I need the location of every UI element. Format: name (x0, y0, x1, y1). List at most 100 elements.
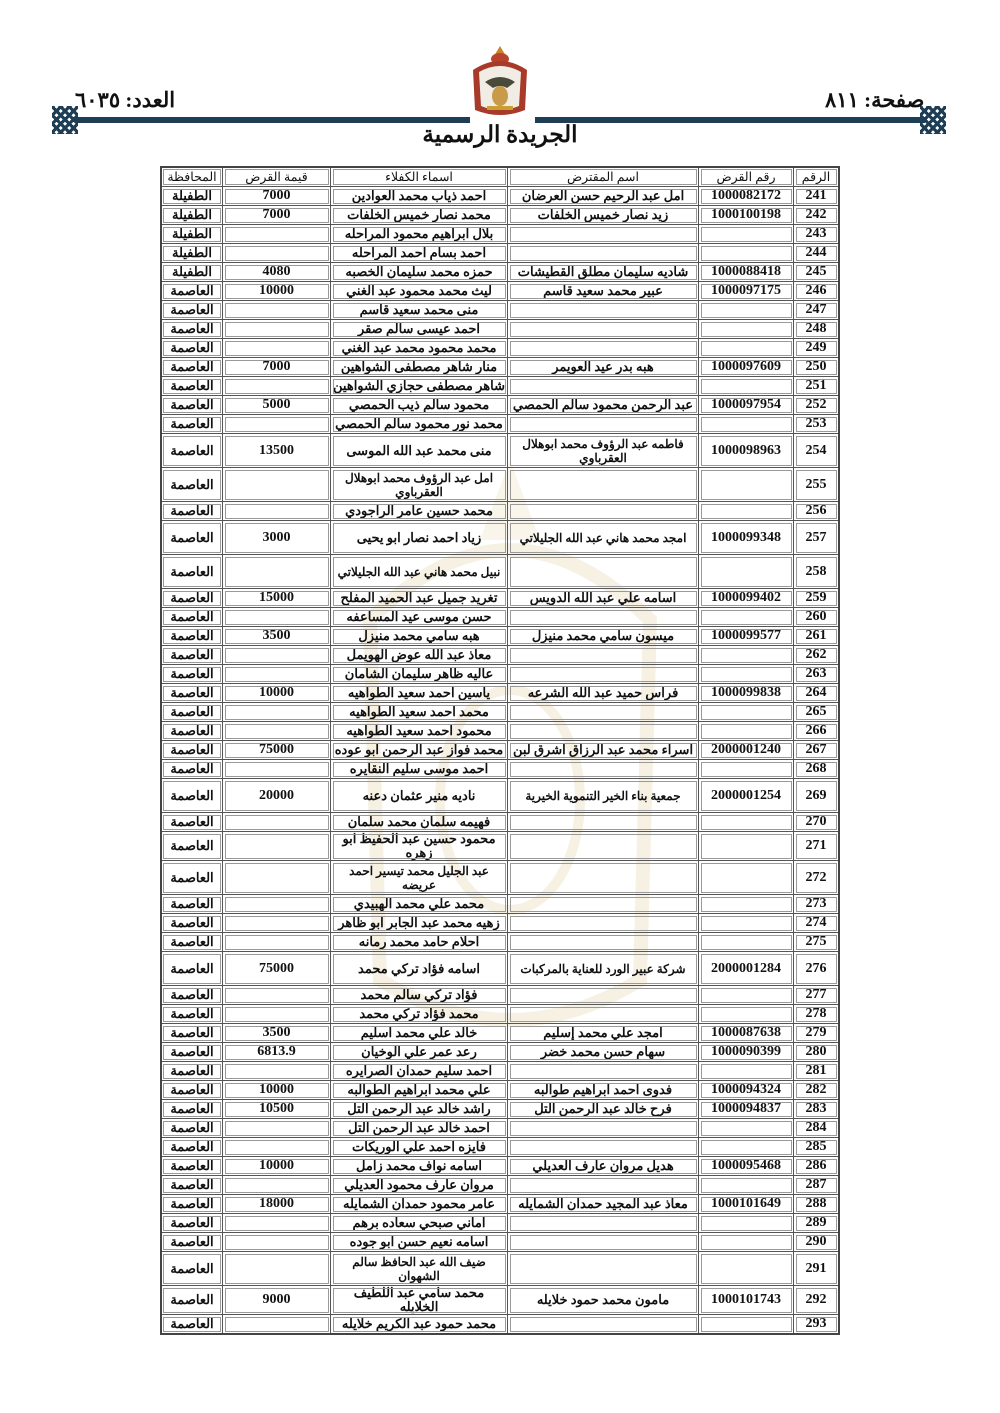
loan-amount (222, 376, 331, 396)
governorate: العاصمة (160, 319, 223, 339)
row-number: 269 (793, 778, 840, 813)
page-number: صفحة: ٨١١ (825, 88, 925, 112)
borrower-name (507, 913, 699, 933)
borrower-name (507, 300, 699, 320)
loan-amount: 20000 (222, 778, 331, 813)
row-number: 270 (793, 812, 840, 832)
loan-number: 2000001284 (698, 951, 794, 986)
guarantor-name: محمد حسين عامر الراجودي (330, 501, 508, 521)
row-number: 264 (793, 683, 840, 703)
table-row: 268 احمد موسى سليم النقايره العاصمة (160, 759, 840, 779)
guarantor-name: زهيه محمد عبد الجابر ابو ظاهر (330, 913, 508, 933)
loan-amount: 7000 (222, 357, 331, 377)
table-row: 245 1000088418 شاديه سليمان مطلق القطيشات ح… (160, 262, 840, 282)
guarantor-name: تغريد جميل عبد الحميد المفلح (330, 588, 508, 608)
borrower-name (507, 831, 699, 861)
loan-amount (222, 1251, 331, 1286)
table-row: 291 ضيف الله عبد الحافظ سالم الشهوان العاص… (160, 1251, 840, 1286)
table-row: 260 حسن موسى عيد المساعفه العاصمة (160, 607, 840, 627)
row-number: 258 (793, 554, 840, 589)
loan-number: 1000095468 (698, 1156, 794, 1176)
guarantor-name: محمد فؤاد تركي محمد (330, 1004, 508, 1024)
table-row: 270 فهيمه سلمان محمد سلمان العاصمة (160, 812, 840, 832)
col-header-governorate: المحافظة (160, 166, 223, 187)
guarantor-name: ليث محمد محمود عبد الغني (330, 281, 508, 301)
guarantor-name: اسامه نواف محمد زامل (330, 1156, 508, 1176)
guarantor-name: حمزه محمد سليمان الخصبه (330, 262, 508, 282)
loan-number: 1000101649 (698, 1194, 794, 1214)
table-row: 281 احمد سليم حمدان الصرايره العاصمة (160, 1061, 840, 1081)
borrower-name: عبد الرحمن محمود سالم الحمصي (507, 395, 699, 415)
loan-amount (222, 243, 331, 263)
row-number: 266 (793, 721, 840, 741)
row-number: 290 (793, 1232, 840, 1252)
loan-amount (222, 812, 331, 832)
borrower-name (507, 1251, 699, 1286)
coat-of-arms-emblem (473, 46, 527, 115)
guarantor-name: محمد حمود عبد الكريم خلايله (330, 1314, 508, 1335)
governorate: العاصمة (160, 951, 223, 986)
loan-number: 1000094837 (698, 1099, 794, 1119)
loan-number (698, 467, 794, 502)
row-number: 245 (793, 262, 840, 282)
table-row: 269 2000001254 جمعية بناء الخير التنموية ا… (160, 778, 840, 813)
table-header-row: الرقم رقم القرض اسم المقترض اسماء الكفلا… (160, 166, 840, 187)
borrower-name: جمعية بناء الخير التنموية الخيرية (507, 778, 699, 813)
governorate: العاصمة (160, 860, 223, 895)
guarantor-name: معاذ عبد الله عوض الهويمل (330, 645, 508, 665)
row-number: 293 (793, 1314, 840, 1335)
guarantor-name: منى محمد سعيد قاسم (330, 300, 508, 320)
governorate: العاصمة (160, 554, 223, 589)
row-number: 278 (793, 1004, 840, 1024)
loan-number (698, 338, 794, 358)
guarantor-name: احمد خالد عبد الرحمن التل (330, 1118, 508, 1138)
gazette-title: الجريدة الرسمية (422, 122, 578, 147)
borrower-name: سهام حسن محمد خضر (507, 1042, 699, 1062)
loan-number (698, 1251, 794, 1286)
loan-number (698, 319, 794, 339)
loan-number (698, 376, 794, 396)
borrower-name: ميسون سامي محمد منيزل (507, 626, 699, 646)
guarantor-name: شاهر مصطفى حجازي الشواهين (330, 376, 508, 396)
row-number: 273 (793, 894, 840, 914)
table-row: 293 محمد حمود عبد الكريم خلايله العاصمة (160, 1314, 840, 1335)
governorate: العاصمة (160, 1080, 223, 1100)
borrower-name (507, 607, 699, 627)
guarantor-name: احمد ذياب محمد العوادين (330, 186, 508, 206)
governorate: العاصمة (160, 1232, 223, 1252)
row-number: 271 (793, 831, 840, 861)
row-number: 250 (793, 357, 840, 377)
guarantor-name: عاليه ظاهر سليمان الشامان (330, 664, 508, 684)
header-rule-left (75, 117, 470, 123)
borrower-name (507, 894, 699, 914)
row-number: 287 (793, 1175, 840, 1195)
row-number: 255 (793, 467, 840, 502)
loan-number (698, 1004, 794, 1024)
guarantor-name: راشد خالد عبد الرحمن التل (330, 1099, 508, 1119)
loan-amount (222, 831, 331, 861)
borrower-name (507, 501, 699, 521)
borrower-name (507, 414, 699, 434)
loan-number (698, 664, 794, 684)
row-number: 260 (793, 607, 840, 627)
row-number: 251 (793, 376, 840, 396)
loan-amount: 3500 (222, 1023, 331, 1043)
loan-amount: 10000 (222, 281, 331, 301)
loan-amount (222, 759, 331, 779)
guarantor-name: محمد فواز عبد الرحمن ابو عوده (330, 740, 508, 760)
table-row: 278 محمد فؤاد تركي محمد العاصمة (160, 1004, 840, 1024)
borrower-name (507, 860, 699, 895)
governorate: العاصمة (160, 831, 223, 861)
row-number: 244 (793, 243, 840, 263)
row-number: 282 (793, 1080, 840, 1100)
loan-amount (222, 1118, 331, 1138)
governorate: العاصمة (160, 932, 223, 952)
borrower-name: امجد محمد هاني عبد الله الجليلاتي (507, 520, 699, 555)
row-number: 285 (793, 1137, 840, 1157)
governorate: العاصمة (160, 683, 223, 703)
guarantor-name: بلال ابراهيم محمود المراحله (330, 224, 508, 244)
table-row: 258 نبيل محمد هاني عبد الله الجليلاتي العا… (160, 554, 840, 589)
row-number: 283 (793, 1099, 840, 1119)
loan-number: 2000001240 (698, 740, 794, 760)
loan-number: 1000099577 (698, 626, 794, 646)
